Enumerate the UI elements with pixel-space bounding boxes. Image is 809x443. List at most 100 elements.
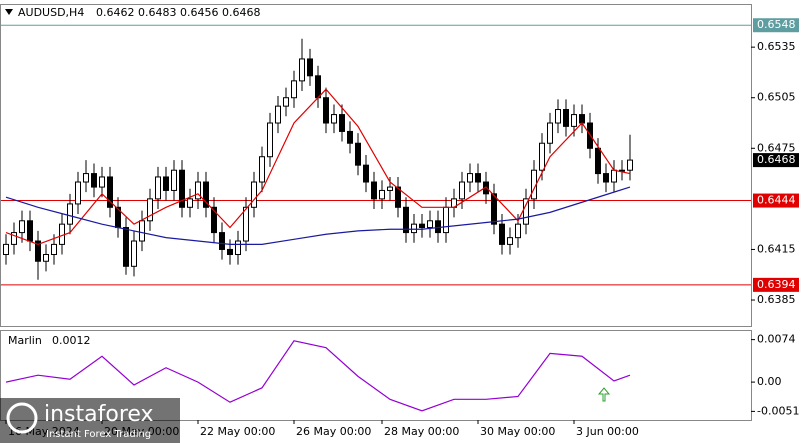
x-tick-label: 26 May 00:00: [296, 425, 371, 438]
candle-body: [595, 147, 601, 175]
candle-body: [499, 223, 505, 245]
candle-body: [403, 206, 409, 234]
level-label: 0.6394: [757, 278, 796, 291]
y-tick-label: 0.6535: [757, 40, 796, 53]
candle-body: [603, 173, 609, 183]
candle-body: [123, 227, 129, 267]
header-triangle: [5, 9, 13, 15]
candle-body: [235, 240, 241, 256]
indicator-tick-label: 0.0074: [757, 333, 796, 346]
candle-body: [243, 206, 249, 242]
candle-body: [91, 173, 97, 188]
candle-body: [339, 114, 345, 132]
candle-body: [611, 169, 617, 183]
candle-body: [435, 220, 441, 234]
candle-body: [131, 240, 137, 267]
indicator-value: 0.0012: [52, 334, 91, 347]
candle-body: [83, 173, 89, 183]
candle-body: [363, 164, 369, 183]
candle-body: [347, 130, 353, 144]
candle-body: [307, 58, 313, 77]
x-tick-label: 28 May 00:00: [384, 425, 459, 438]
candle-body: [555, 109, 561, 124]
main-panel: [0, 4, 752, 327]
candle-body: [387, 186, 393, 191]
header-high: 0.6483: [138, 6, 177, 19]
candle-body: [275, 105, 281, 124]
candle-body: [179, 169, 185, 208]
candle-body: [139, 220, 145, 242]
level-label-bg: [753, 193, 799, 208]
candle-body: [379, 189, 385, 200]
candle-body: [283, 97, 289, 107]
candle-body: [411, 223, 417, 234]
candle-body: [75, 181, 81, 205]
y-tick-label: 0.6475: [757, 141, 796, 154]
level-label-bg: [753, 277, 799, 292]
signal-arrow: [597, 387, 611, 402]
candle-body: [291, 80, 297, 99]
candle-body: [467, 173, 473, 183]
candle-body: [507, 237, 513, 245]
candle-body: [331, 114, 337, 124]
candle-body: [267, 122, 273, 158]
header-open: 0.6462: [96, 6, 135, 19]
indicator-tick-label: -0.0051: [757, 404, 799, 417]
candle-body: [11, 232, 17, 245]
candle-body: [299, 58, 305, 82]
candle-body: [35, 240, 41, 262]
candle-body: [219, 232, 225, 250]
moving-average: [5, 186, 631, 245]
x-tick-label: 30 May 00:00: [480, 425, 555, 438]
candle-body: [523, 198, 529, 225]
candle-body: [259, 156, 265, 183]
candle-body: [579, 114, 585, 124]
candle-body: [355, 142, 361, 166]
level-label: 0.6548: [757, 18, 796, 31]
candle-body: [227, 248, 233, 256]
candle-body: [443, 206, 449, 234]
header-low: 0.6456: [180, 6, 219, 19]
candle-body: [107, 176, 113, 208]
candle-body: [171, 169, 177, 191]
candle-body: [51, 243, 57, 256]
indicator-panel: [0, 330, 752, 421]
candle-body: [491, 193, 497, 225]
candle-body: [163, 176, 169, 191]
candle-body: [475, 173, 481, 183]
plot: 0.6535 0.6505 0.6475 0.6415 0.6385 0.0074 0.00…: [1, 18, 799, 438]
candle-body: [571, 114, 577, 127]
level-label-bg: [753, 18, 799, 33]
indicator-line: [5, 340, 631, 412]
y-tick-label: 0.6415: [757, 242, 796, 255]
level-label: 0.6444: [757, 194, 796, 207]
candle-body: [427, 220, 433, 229]
symbol: AUDUSD,H4: [18, 6, 84, 19]
candle-body: [195, 181, 201, 200]
candle-body: [211, 206, 217, 234]
current-price-bg: [753, 153, 799, 168]
candle-body: [43, 254, 49, 262]
current-price: 0.6468: [757, 153, 796, 166]
candle-body: [251, 181, 257, 208]
candle-body: [371, 181, 377, 200]
candle-body: [323, 97, 329, 124]
x-tick-label: 22 May 00:00: [200, 425, 275, 438]
watermark-brand: instaforex: [44, 402, 154, 427]
candle-body: [459, 181, 465, 200]
header-close: 0.6468: [222, 6, 261, 19]
candle-body: [99, 176, 105, 188]
candle-body: [395, 186, 401, 208]
candle-body: [627, 159, 633, 171]
watermark-tagline: Instant Forex Trading: [46, 429, 151, 440]
y-tick-label: 0.6505: [757, 91, 796, 104]
candle-body: [619, 169, 625, 172]
candle-body: [27, 220, 33, 242]
candle-body: [67, 203, 73, 225]
candle-body: [203, 181, 209, 208]
candle-body: [539, 142, 545, 171]
indicator-name: Marlin: [8, 334, 42, 347]
candle-body: [147, 198, 153, 222]
candle-body: [19, 220, 25, 234]
watermark-logo: [6, 402, 38, 434]
